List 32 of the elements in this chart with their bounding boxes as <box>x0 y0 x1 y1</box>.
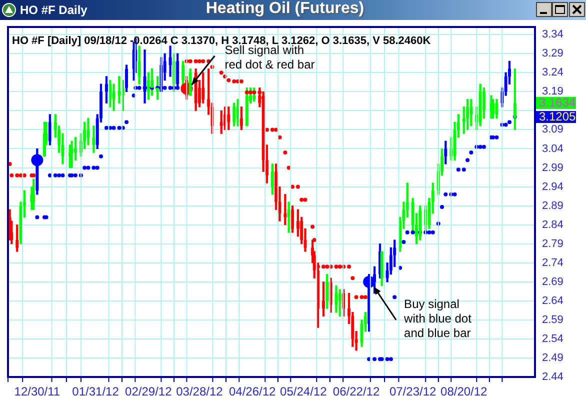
y-tick-label: 3.29 <box>542 48 564 60</box>
x-tick-label: 02/29/12 <box>125 384 172 399</box>
y-tick-label: 3.19 <box>542 86 564 98</box>
x-tick-label: 07/23/12 <box>389 384 436 399</box>
x-tick-label: 03/28/12 <box>176 384 224 399</box>
x-tick-label: 01/31/12 <box>72 384 120 399</box>
annotation: Buy signal with blue dot and blue bar <box>403 297 472 340</box>
y-tick-label: 2.99 <box>542 162 564 174</box>
y-tick-label: 2.89 <box>542 200 564 212</box>
x-tick-label: 06/22/12 <box>332 384 380 399</box>
y-tick-label: 2.69 <box>542 276 564 288</box>
y-tick-label: 2.44 <box>542 371 564 384</box>
x-tick-label: 08/20/12 <box>440 384 488 399</box>
y-tick-label: 2.74 <box>542 256 564 269</box>
y-tick-label: 3.04 <box>542 142 564 155</box>
x-tick-label: 05/24/12 <box>280 384 328 399</box>
y-tick-label: 3.09 <box>542 124 564 136</box>
y-tick-label: 2.64 <box>542 294 564 307</box>
y-tick-label: 2.79 <box>542 238 564 250</box>
y-tick-label: 2.49 <box>542 352 564 364</box>
y-tick-label: 2.54 <box>542 332 564 345</box>
y-tick-label: 3.24 <box>542 66 564 79</box>
text: HO #F Daily <box>20 3 88 17</box>
chart-title: Heating Oil (Futures) <box>204 0 366 18</box>
x-tick-label: 12/30/11 <box>14 384 60 399</box>
text: 3.1634 <box>539 95 576 110</box>
y-tick-label: 3.34 <box>542 28 564 41</box>
y-tick-label: 2.94 <box>542 180 564 193</box>
y-tick-label: 2.84 <box>542 218 564 231</box>
text: 3.1205 <box>539 109 576 124</box>
y-tick-label: 2.59 <box>542 314 564 326</box>
x-tick-label: 04/26/12 <box>228 384 276 399</box>
